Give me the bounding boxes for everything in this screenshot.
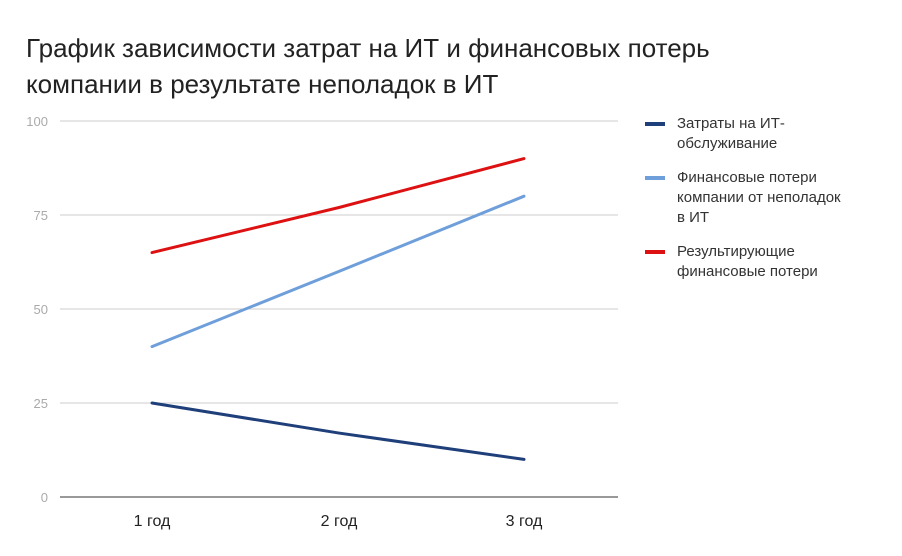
legend-label: обслуживание [677, 135, 778, 152]
legend-label: компании от неполадок [677, 189, 841, 206]
legend-label: Финансовые потери [677, 169, 817, 186]
series-line-1 [150, 401, 526, 461]
series-line-3 [150, 157, 526, 255]
x-tick-label: 3 год [506, 513, 543, 530]
legend-swatch [645, 176, 665, 180]
x-tick-label: 1 год [134, 513, 171, 530]
y-tick-label: 25 [34, 396, 48, 411]
legend-item-1: Затраты на ИТ-обслуживание [645, 114, 895, 154]
y-axis-ticks: 0 25 50 75 100 [26, 114, 48, 505]
chart-series [150, 157, 526, 461]
legend-item-3: Результирующие финансовые потери [645, 242, 895, 282]
chart-legend: Затраты на ИТ-обслуживание Финансовые пот… [645, 114, 895, 296]
chart-title: График зависимости затрат на ИТ и финанс… [26, 30, 786, 102]
legend-swatch [645, 122, 665, 126]
chart-title-line: График зависимости затрат на ИТ и финанс… [26, 33, 710, 63]
y-tick-label: 50 [34, 302, 48, 317]
legend-label: Затраты на ИТ- [677, 115, 785, 132]
x-tick-label: 2 год [321, 513, 358, 530]
chart-grid [60, 120, 618, 498]
legend-label: в ИТ [677, 209, 710, 226]
legend-label: Результирующие [677, 243, 795, 260]
x-axis-ticks: 1 год 2 год 3 год [134, 513, 543, 530]
legend-item-2: Финансовые потери компании от неполадок в … [645, 168, 895, 228]
legend-swatch [645, 250, 665, 254]
chart-title-line: компании в результате неполадок в ИТ [26, 69, 499, 99]
y-tick-label: 75 [34, 208, 48, 223]
y-tick-label: 100 [26, 114, 48, 129]
legend-label: финансовые потери [677, 263, 818, 280]
y-tick-label: 0 [41, 490, 48, 505]
series-line-2 [150, 194, 526, 349]
